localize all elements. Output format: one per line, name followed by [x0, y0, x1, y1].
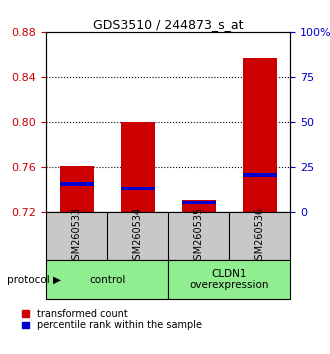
Bar [121, 187, 154, 190]
Bar [121, 122, 154, 212]
Bar [243, 58, 277, 212]
Legend: transformed count, percentile rank within the sample: transformed count, percentile rank withi… [21, 308, 203, 331]
Text: GSM260533: GSM260533 [72, 207, 82, 266]
Bar [182, 201, 215, 204]
Bar [60, 166, 93, 212]
Bar [243, 173, 277, 177]
Text: CLDN1
overexpression: CLDN1 overexpression [190, 269, 269, 291]
Text: GSM260536: GSM260536 [255, 207, 265, 266]
Bar [168, 260, 290, 299]
Bar [182, 200, 215, 212]
Text: protocol ▶: protocol ▶ [7, 275, 61, 285]
Title: GDS3510 / 244873_s_at: GDS3510 / 244873_s_at [93, 18, 244, 31]
Text: control: control [89, 275, 125, 285]
Bar [60, 183, 93, 186]
Text: GSM260535: GSM260535 [194, 207, 204, 266]
Bar [46, 260, 168, 299]
Text: GSM260534: GSM260534 [133, 207, 143, 266]
